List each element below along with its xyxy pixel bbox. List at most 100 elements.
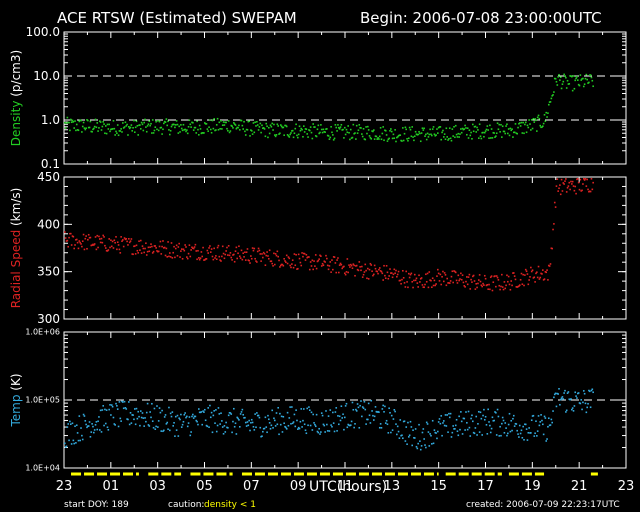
data-point [493,132,495,134]
data-point [482,282,484,285]
data-point [194,243,197,246]
data-point [383,139,385,142]
data-point [542,279,545,281]
data-point [126,418,128,420]
data-point [90,130,93,133]
data-point [309,424,312,427]
data-point [128,238,130,240]
data-point [355,265,357,267]
data-point [180,413,182,416]
data-point [547,264,550,267]
data-point [527,431,530,434]
x-tick-label: 03 [149,479,166,494]
data-point [516,429,518,432]
data-point [415,445,418,448]
data-point [271,122,274,125]
data-point [254,121,256,124]
data-point [73,247,75,250]
data-point [476,286,478,289]
data-point [539,124,542,127]
data-point [118,401,121,403]
data-point [458,279,460,282]
data-point [117,244,120,246]
data-point [437,132,439,134]
data-point [116,132,118,135]
data-point [254,257,256,260]
data-point [152,132,155,134]
data-point [573,87,576,90]
data-point [76,129,79,131]
data-point [579,74,582,76]
data-point [391,276,394,279]
data-point [378,268,380,271]
data-point [351,136,354,139]
data-point [137,252,140,254]
data-point [556,392,559,395]
data-point [349,266,351,268]
data-point [359,404,361,407]
data-point [244,130,246,133]
data-point [418,130,420,133]
speed-ylabel: Radial Speed (km/s) [9,188,23,309]
data-point [348,131,350,134]
data-point [571,407,574,409]
data-point [84,128,87,131]
data-point [295,253,297,256]
data-point [353,132,355,135]
data-point [407,139,409,142]
data-point [540,414,542,416]
data-point [232,420,234,423]
data-point [583,83,586,85]
data-point [306,407,309,410]
data-point [357,129,360,132]
data-point [519,278,522,281]
data-point [440,415,443,417]
data-point [431,419,434,422]
data-point [478,274,481,276]
data-point [66,426,69,428]
data-point [329,261,332,263]
data-point [582,178,585,180]
data-point [518,285,520,287]
data-point [168,429,171,432]
data-point [186,415,188,418]
data-point [588,190,590,193]
data-point [169,129,172,132]
data-point [343,137,345,139]
data-point [395,423,397,425]
data-point [475,131,478,133]
data-point [196,420,198,423]
data-point [408,126,411,129]
data-point [225,250,227,252]
data-point [466,133,468,136]
data-point [563,73,565,76]
data-point [366,418,368,421]
data-point [292,266,295,269]
data-point [322,264,325,267]
data-point [69,420,71,423]
data-point [197,249,199,252]
data-point [190,126,192,128]
data-point [128,401,130,403]
data-point [362,127,365,130]
data-point [457,274,460,277]
data-point [411,126,414,128]
data-point [262,251,265,254]
data-point [421,431,424,434]
data-point [521,436,524,439]
data-point [274,425,277,427]
data-point [264,135,267,138]
data-point [87,425,89,427]
data-point [514,123,517,125]
data-point [459,428,461,431]
data-point [261,435,263,438]
data-point [101,409,104,411]
data-point [524,274,526,276]
data-point [403,282,406,284]
data-point [426,132,429,135]
data-point [568,398,571,401]
data-point [398,279,401,282]
data-point [300,264,303,267]
data-point [316,260,319,263]
data-point [406,281,408,283]
